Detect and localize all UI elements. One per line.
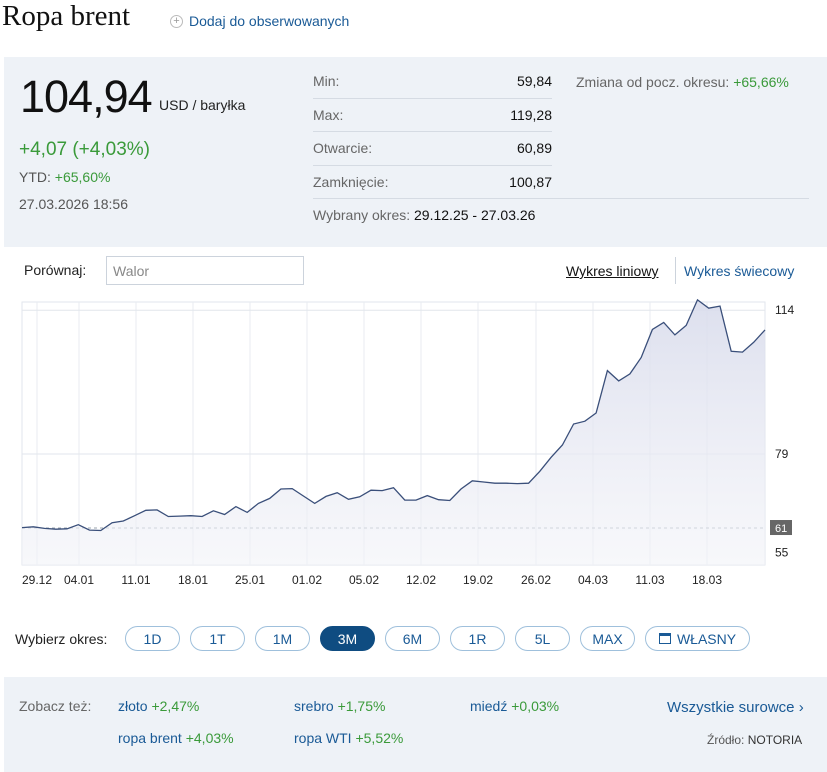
x-tick-label: 05.02 [349,573,379,587]
selected-range: Wybrany okres: 29.12.25 - 27.03.26 [313,198,809,223]
stat-row-min: Min: 59,84 [313,65,552,99]
data-source: Źródło: NOTORIA [707,733,803,747]
stat-label: Zamknięcie: [313,174,389,191]
x-tick-label: 25.01 [235,573,265,587]
range-label: Wybrany okres: [313,207,411,223]
line-chart-tab[interactable]: Wykres liniowy [566,263,659,279]
period-5l-button[interactable]: 5L [515,626,570,651]
period-1r-button[interactable]: 1R [450,626,505,651]
stat-label: Max: [313,106,344,123]
period-selector: Wybierz okres: 1D 1T 1M 3M 6M 1R 5L MAX … [14,625,774,653]
stat-value: 119,28 [510,106,552,123]
link-gold[interactable]: złoto +2,47% [118,698,200,714]
quote-timestamp: 27.03.2026 18:56 [19,196,128,212]
plus-icon: + [170,14,183,28]
price-change: +4,07 (+4,03%) [19,139,150,160]
see-also-label: Zobacz też: [19,698,92,714]
stat-row-close: Zamknięcie: 100,87 [313,166,552,200]
stats-table: Min: 59,84 Max: 119,28 Otwarcie: 60,89 Z… [313,65,552,199]
price-area [22,299,765,565]
change-since-start: Zmiana od pocz. okresu: +65,66% [576,74,789,90]
follow-label: Dodaj do obserwowanych [189,13,350,29]
ytd-value: +65,60% [54,169,111,185]
period-1d-button[interactable]: 1D [125,626,180,651]
reference-label: 61 [775,523,787,535]
x-tick-label: 11.01 [121,573,150,587]
reference-badge [770,520,792,536]
x-tick-label: 26.02 [521,573,551,587]
period-custom-button[interactable]: WŁASNY [645,626,750,651]
follow-button[interactable]: + Dodaj do obserwowanych [170,13,349,29]
period-3m-button[interactable]: 3M [320,626,375,651]
compare-input[interactable] [106,256,304,285]
price-unit: USD / baryłka [159,97,246,113]
range-value: 29.12.25 - 27.03.26 [414,207,536,223]
x-tick-label: 12.02 [406,573,436,587]
price-chart-svg: 29.12 04.01 11.01 18.01 25.01 01.02 05.02 12.02… [21,298,794,587]
stat-row-open: Otwarcie: 60,89 [313,132,552,166]
x-tick-label: 04.01 [64,573,94,587]
stat-value: 60,89 [516,140,552,157]
y-tick-label: 79 [775,447,789,461]
x-tick-label: 01.02 [292,573,322,587]
price-line [21,298,766,532]
view-divider [675,257,676,284]
stat-row-max: Max: 119,28 [313,99,552,132]
period-max-button[interactable]: MAX [580,626,635,651]
calendar-icon [658,633,671,644]
period-label: Wybierz okres: [15,631,108,647]
link-copper[interactable]: miedź +0,03% [470,698,560,714]
stat-label: Min: [313,73,340,90]
compare-label: Porównaj: [24,262,87,278]
see-also-panel: Zobacz też: złoto +2,47% srebro +1,75% m… [4,677,827,772]
x-tick-label: 29.12 [22,573,52,587]
link-wti[interactable]: ropa WTI +5,52% [294,730,404,746]
ytd-label: YTD: [19,169,51,185]
x-tick-label: 11.03 [635,573,664,587]
page-title: Ropa brent [2,0,131,32]
since-label: Zmiana od pocz. okresu: [576,74,730,90]
stat-label: Otwarcie: [313,140,373,157]
x-tick-label: 18.01 [178,573,208,587]
all-commodities-link[interactable]: Wszystkie surowce › [667,699,804,716]
stat-value: 100,87 [509,174,552,191]
price-chart[interactable]: 29.12 04.01 11.01 18.01 25.01 01.02 05.02 12.02… [0,295,827,590]
stat-value: 59,84 [516,73,552,90]
ytd-change: YTD: +65,60% [19,169,110,185]
x-tick-label: 04.03 [578,573,608,587]
quote-panel: 104,94 USD / baryłka +4,07 (+4,03%) YTD:… [4,57,827,247]
current-price: 104,94 [20,71,153,122]
x-tick-label: 19.02 [463,573,493,587]
x-tick-label: 18.03 [692,573,722,587]
since-value: +65,66% [733,74,789,90]
link-silver[interactable]: srebro +1,75% [294,698,386,714]
candle-chart-tab[interactable]: Wykres świecowy [684,263,795,279]
period-1m-button[interactable]: 1M [255,626,310,651]
link-brent[interactable]: ropa brent +4,03% [118,730,234,746]
title-row: Ropa brent + Dodaj do obserwowanych [0,0,827,57]
y-tick-label: 114 [775,303,794,317]
period-6m-button[interactable]: 6M [385,626,440,651]
y-tick-label: 55 [775,546,789,560]
period-1t-button[interactable]: 1T [190,626,245,651]
